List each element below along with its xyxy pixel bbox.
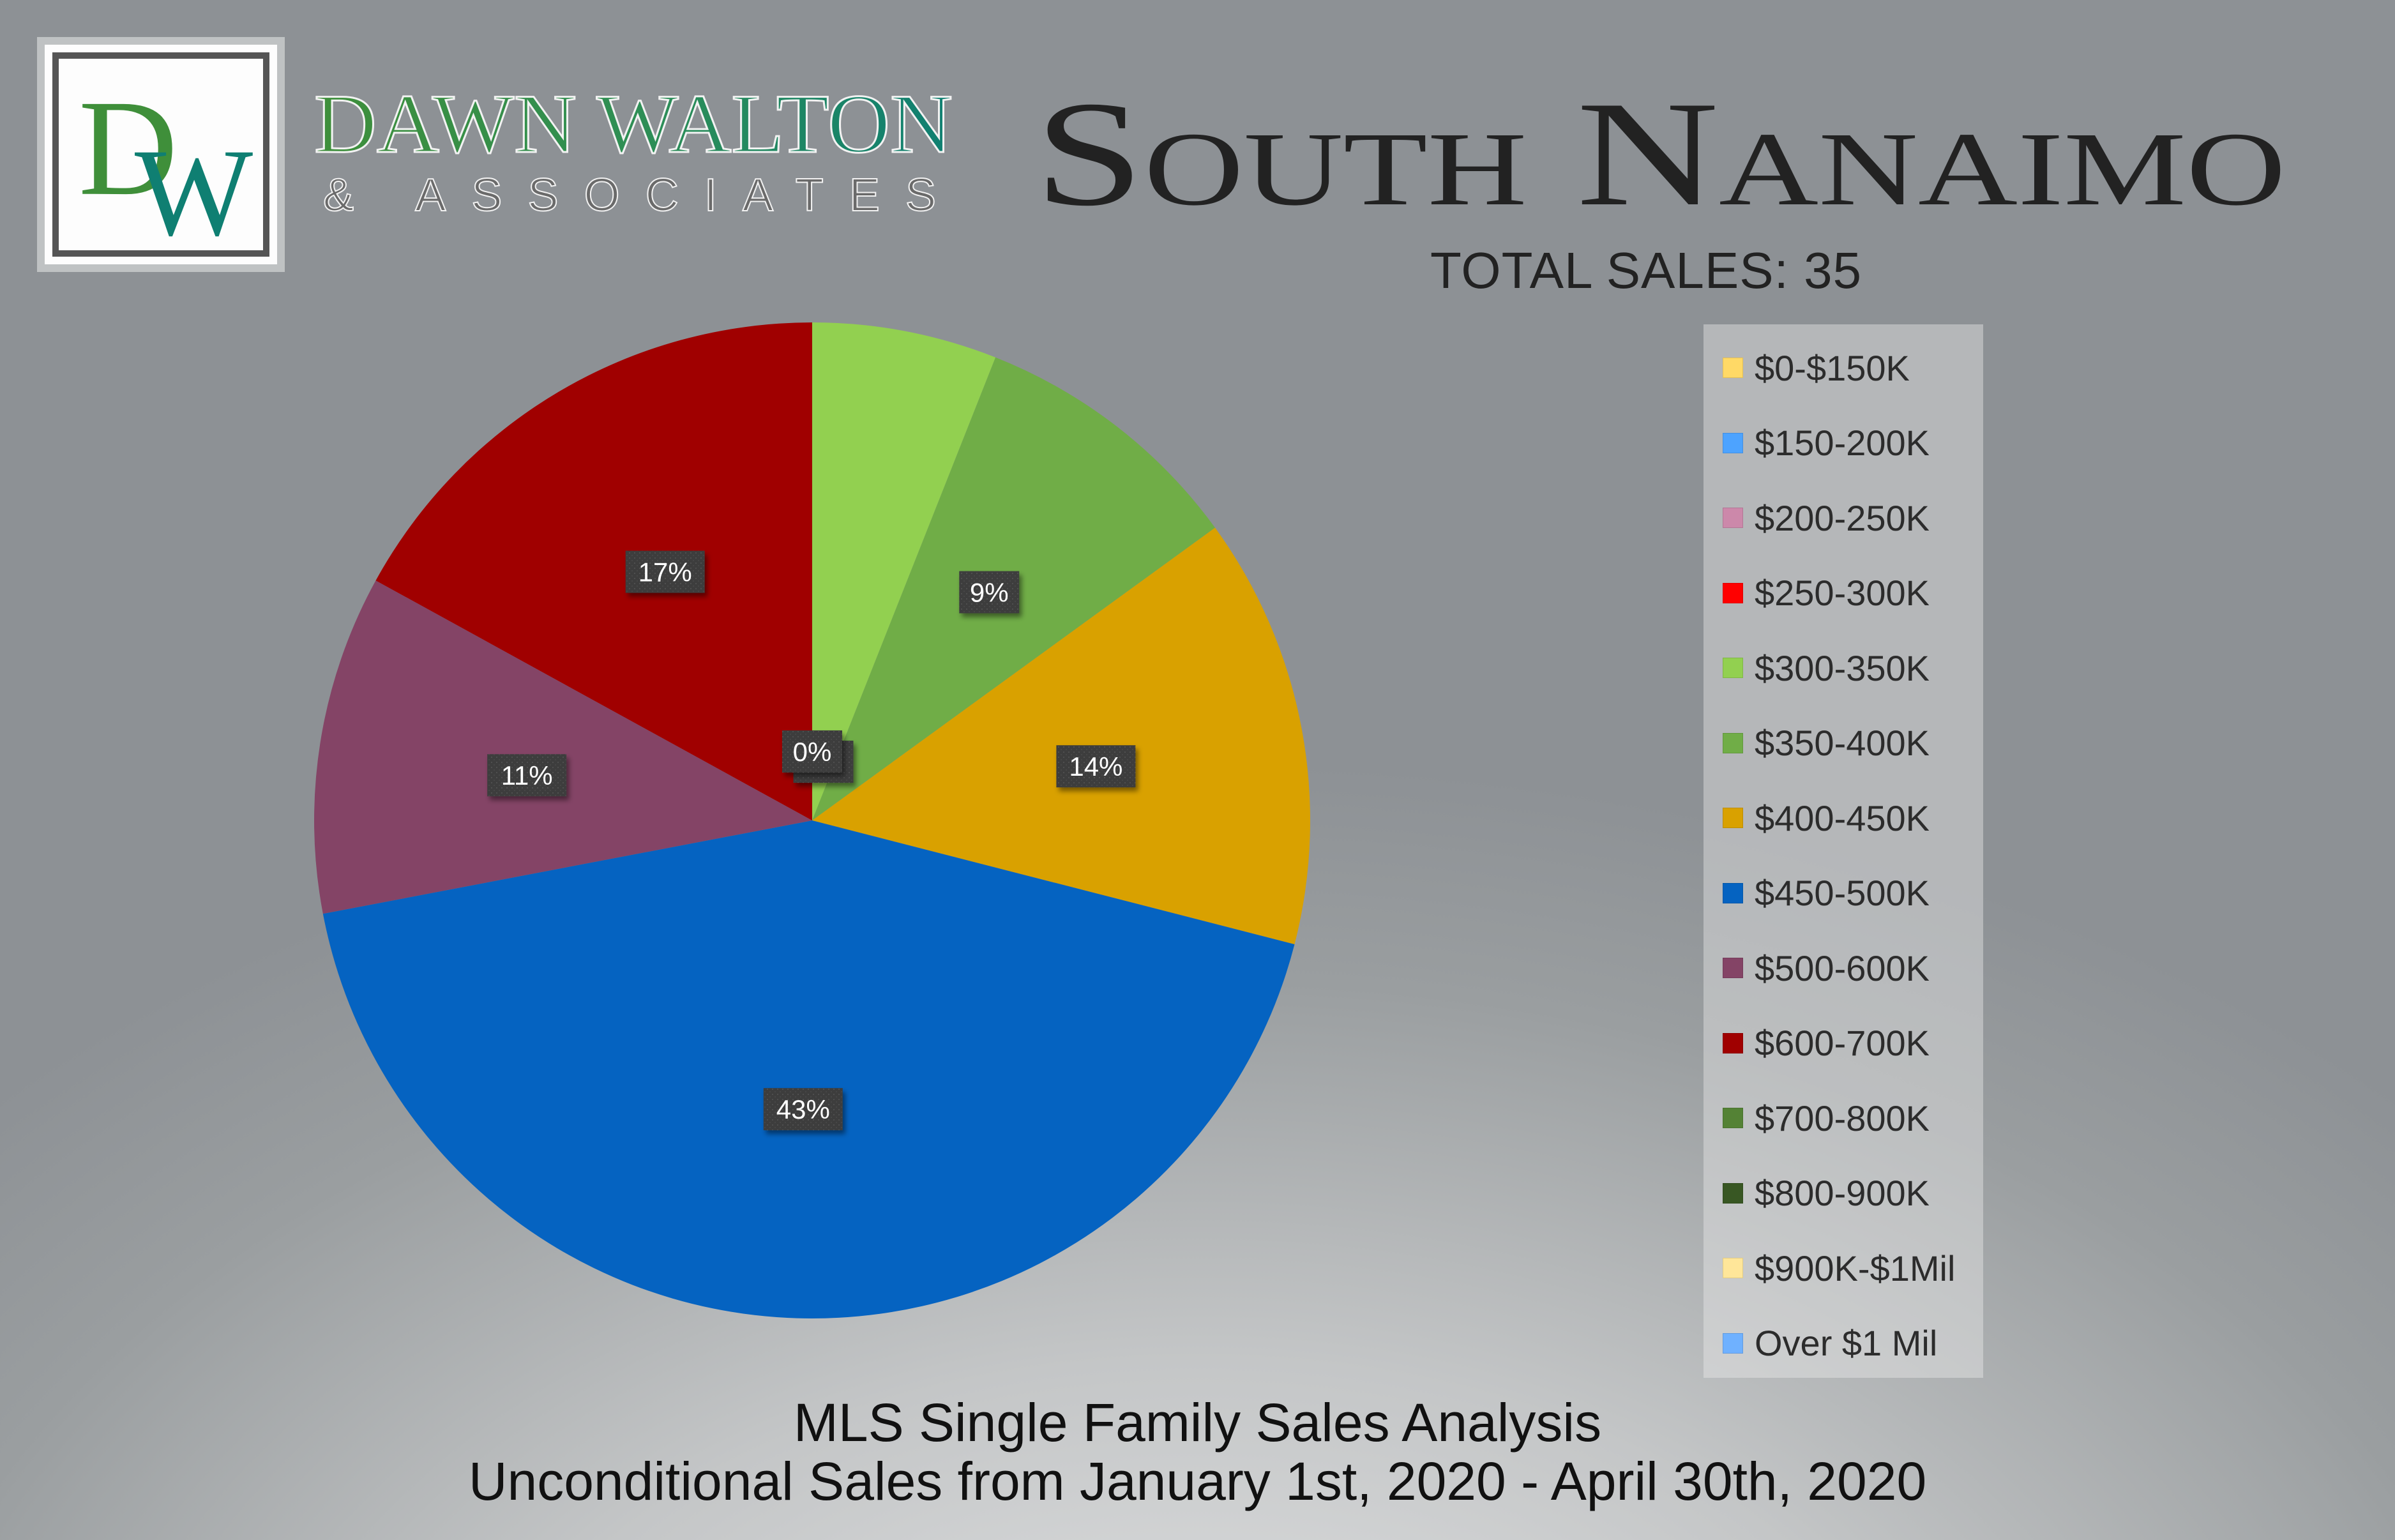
svg-text:11%: 11% xyxy=(501,760,553,790)
brand-title: DAWN WALTON xyxy=(314,80,953,163)
legend-label: $600-700K xyxy=(1755,1023,1930,1063)
legend-label: $300-350K xyxy=(1755,647,1930,688)
legend-label: $700-800K xyxy=(1755,1098,1930,1138)
svg-text:17%: 17% xyxy=(638,557,692,587)
pie-data-labels: 6%9%14%43%11%17%0% xyxy=(487,550,1136,1131)
legend-item-0-150k: $0-$150K xyxy=(1723,342,1910,393)
logo-badge: D W xyxy=(37,37,285,272)
legend-item-700-800k: $700-800K xyxy=(1723,1092,1930,1144)
legend-item-300-350k: $300-350K xyxy=(1723,642,1930,693)
legend-item-over-1-mil: Over $1 Mil xyxy=(1723,1318,1937,1369)
legend-label: $900K-$1Mil xyxy=(1755,1248,1956,1288)
legend-swatch xyxy=(1723,508,1743,528)
legend-item-600-700k: $600-700K xyxy=(1723,1018,1930,1069)
legend-item-500-600k: $500-600K xyxy=(1723,942,1930,993)
pie-slices xyxy=(314,322,1310,1319)
legend-label: $500-600K xyxy=(1755,947,1930,988)
logo-w-letter: W xyxy=(135,123,253,262)
page-title-text: South Nanaimo xyxy=(1034,77,2286,230)
legend-swatch xyxy=(1723,732,1743,753)
total-sales: TOTAL SALES: 35 xyxy=(1430,242,1862,299)
svg-text:14%: 14% xyxy=(1069,751,1122,781)
legend-label: $800-900K xyxy=(1755,1173,1930,1213)
pie-slice-300-350k xyxy=(812,322,996,820)
legend-item-800-900k: $800-900K xyxy=(1723,1168,1930,1219)
page-title: South Nanaimo xyxy=(1034,77,2286,230)
data-label-600-700k: 17% xyxy=(625,550,705,593)
legend-item-250-300k: $250-300K xyxy=(1723,568,1930,619)
pie-slice-450-500k xyxy=(322,820,1295,1319)
legend-item-400-450k: $400-450K xyxy=(1723,792,1930,843)
pie-slice-400-450k xyxy=(812,527,1310,944)
data-label-350-400k: 9% xyxy=(959,571,1020,614)
legend-swatch xyxy=(1723,882,1743,903)
legend-item-350-400k: $350-400K xyxy=(1723,718,1930,769)
legend-label: $250-300K xyxy=(1755,573,1930,613)
legend-label: $400-450K xyxy=(1755,797,1930,838)
legend-label: $0-$150K xyxy=(1755,347,1910,388)
brand-line-1: DAWN WALTON xyxy=(314,80,954,163)
legend-label: $350-400K xyxy=(1755,723,1930,763)
legend-swatch xyxy=(1723,1258,1743,1278)
brand-line-2: & ASSOCIATES xyxy=(322,169,937,220)
data-label-700-800k: 0% xyxy=(782,730,842,773)
data-label-450-500k: 43% xyxy=(763,1088,843,1131)
data-label-400-450k: 14% xyxy=(1056,745,1136,788)
svg-text:9%: 9% xyxy=(970,578,1009,608)
legend-swatch xyxy=(1723,808,1743,828)
legend-swatch xyxy=(1723,1182,1743,1204)
chart-legend: $0-$150K $150-200K $200-250K $250-300K $300-… xyxy=(1704,324,1983,1378)
legend-item-900k-1mil: $900K-$1Mil xyxy=(1723,1242,1955,1294)
legend-item-200-250k: $200-250K xyxy=(1723,492,1930,543)
legend-label: $450-500K xyxy=(1755,873,1930,913)
legend-item-150-200k: $150-200K xyxy=(1723,418,1930,469)
pie-slice-600-700k xyxy=(375,322,812,820)
svg-text:0%: 0% xyxy=(793,737,832,767)
legend-label: $200-250K xyxy=(1755,497,1930,538)
legend-swatch xyxy=(1723,958,1743,978)
legend-label: Over $1 Mil xyxy=(1755,1323,1938,1363)
legend-swatch xyxy=(1723,358,1743,378)
footer-subtitle: Unconditional Sales from January 1st, 20… xyxy=(468,1451,1927,1511)
legend-swatch xyxy=(1723,432,1743,453)
legend-swatch xyxy=(1723,582,1743,603)
legend-swatch xyxy=(1723,1032,1743,1053)
legend-swatch xyxy=(1723,658,1743,678)
data-label-500-600k: 11% xyxy=(487,754,567,797)
legend-label: $150-200K xyxy=(1755,423,1930,463)
legend-swatch xyxy=(1723,1332,1743,1354)
footer-title: MLS Single Family Sales Analysis xyxy=(793,1393,1602,1453)
legend-swatch xyxy=(1723,1108,1743,1128)
legend-item-450-500k: $450-500K xyxy=(1723,868,1930,919)
pie-slice-500-600k xyxy=(314,580,812,914)
dw-monogram: D W xyxy=(79,72,253,262)
svg-text:43%: 43% xyxy=(776,1094,830,1124)
logo-d-letter: D xyxy=(79,72,178,224)
